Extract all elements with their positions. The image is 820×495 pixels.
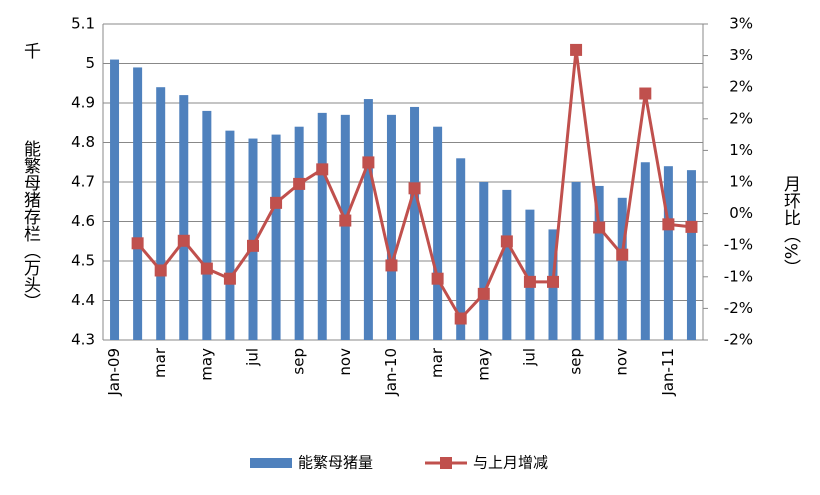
y2-tick-label: -2% <box>724 331 753 349</box>
legend-label: 与上月增减 <box>473 454 548 472</box>
marker <box>616 248 629 261</box>
y2-tick-label: 2% <box>729 78 753 96</box>
bar <box>617 197 627 340</box>
x-tick-label: mar <box>428 347 446 378</box>
bar <box>686 170 696 340</box>
bar <box>179 95 189 340</box>
marker <box>454 312 467 325</box>
marker <box>477 287 490 300</box>
bar <box>363 99 373 340</box>
legend-label: 能繁母猪量 <box>298 454 373 472</box>
y-tick-label: 4.7 <box>71 173 95 191</box>
y-tick-label: 4.3 <box>71 331 95 349</box>
y2-tick-label: 3% <box>729 15 753 33</box>
bar <box>340 114 350 340</box>
y2-tick-label: -1% <box>724 236 753 254</box>
bar <box>502 189 512 340</box>
x-tick-label: sep <box>567 348 585 375</box>
bar <box>571 182 581 340</box>
marker <box>154 264 167 277</box>
x-tick-label: may <box>474 348 492 381</box>
y2-tick-label: -2% <box>724 299 753 317</box>
bar <box>479 182 489 340</box>
marker <box>639 87 652 100</box>
marker <box>685 220 698 233</box>
bar <box>640 162 650 340</box>
y-tick-label: 5 <box>85 54 95 72</box>
bar <box>271 134 281 340</box>
legend-swatch <box>440 457 452 469</box>
y2-tick-label: 3% <box>729 46 753 64</box>
bar <box>410 106 420 340</box>
bar <box>294 126 304 340</box>
y2-tick-label: 1% <box>729 173 753 191</box>
marker <box>270 196 283 209</box>
x-tick-label: nov <box>613 348 631 376</box>
x-tick-label: jul <box>244 348 262 367</box>
x-tick-label: Jan-11 <box>659 348 677 397</box>
marker <box>431 272 444 285</box>
bar <box>317 112 327 340</box>
x-tick-label: may <box>197 348 215 381</box>
bar <box>456 158 466 340</box>
bar <box>386 114 396 340</box>
bar <box>433 126 443 340</box>
y-tick-label: 5.1 <box>71 15 95 33</box>
marker <box>570 43 583 56</box>
y2-axis-label: 月环比（%） <box>780 175 801 276</box>
y2-tick-label: 2% <box>729 109 753 127</box>
bar <box>525 209 535 340</box>
bar <box>594 185 604 340</box>
x-tick-label: sep <box>290 348 308 375</box>
marker <box>547 275 559 288</box>
marker <box>408 182 421 195</box>
y-axis-label: 能繁母猪存栏（万头） <box>20 140 41 310</box>
marker <box>523 275 536 288</box>
marker <box>385 259 398 272</box>
marker <box>662 218 675 231</box>
x-tick-label: Jan-09 <box>105 348 123 397</box>
y-tick-label: 4.5 <box>71 252 95 270</box>
marker <box>500 235 513 248</box>
marker <box>131 237 144 250</box>
marker <box>339 214 352 227</box>
marker <box>316 163 329 176</box>
bar <box>133 67 143 340</box>
bar <box>248 138 258 340</box>
marker <box>293 177 306 190</box>
y-tick-label: 4.4 <box>71 291 95 309</box>
x-tick-label: nov <box>336 348 354 376</box>
bar <box>225 130 235 340</box>
marker <box>223 272 236 285</box>
legend-swatch <box>250 458 292 468</box>
marker <box>593 221 606 234</box>
y-tick-label: 4.9 <box>71 94 95 112</box>
x-tick-label: jul <box>520 348 538 367</box>
bar <box>156 87 166 340</box>
y2-tick-label: 1% <box>729 141 753 159</box>
bar <box>110 59 120 341</box>
y2-tick-label: -1% <box>724 267 753 285</box>
marker <box>247 239 259 252</box>
y-tick-label: 4.6 <box>71 212 95 230</box>
marker <box>362 156 375 169</box>
marker <box>200 262 213 275</box>
y-tick-label: 4.8 <box>71 133 95 151</box>
y2-tick-label: 0% <box>729 204 753 222</box>
bar <box>663 166 673 340</box>
bar <box>202 110 212 341</box>
unit-label: 千 <box>20 42 41 59</box>
x-tick-label: mar <box>151 347 169 378</box>
marker <box>177 234 190 247</box>
x-tick-label: Jan-10 <box>382 348 400 397</box>
